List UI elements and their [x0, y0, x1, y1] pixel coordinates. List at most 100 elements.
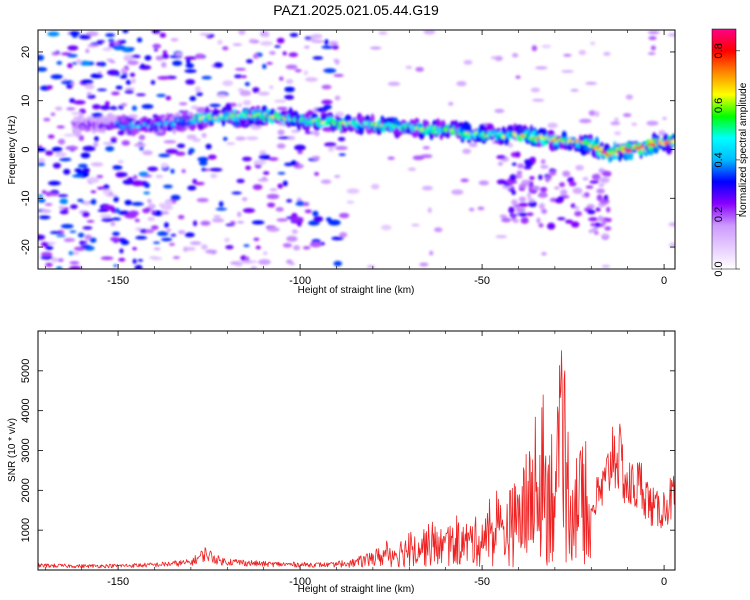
heatmap-cell [59, 198, 68, 205]
heatmap-cell [128, 210, 139, 216]
heatmap-cell [516, 170, 523, 175]
heatmap-cell [69, 261, 80, 265]
heatmap-cell [520, 217, 529, 224]
heatmap-cell [77, 198, 84, 202]
heatmap-cell [138, 134, 146, 141]
heatmap-cell [237, 102, 243, 108]
heatmap-cell [334, 59, 340, 65]
heatmap-cell [150, 80, 156, 85]
heatmap-cell [667, 33, 675, 37]
heatmap-cell [170, 38, 179, 42]
heatmap-cell [96, 174, 104, 179]
heatmap-cell [148, 256, 159, 259]
heatmap-cell [291, 229, 298, 234]
heatmap-cell [629, 150, 634, 161]
heatmap-cell [113, 264, 118, 267]
heatmap-cell [498, 161, 503, 166]
heatmap-cell [334, 145, 348, 151]
heatmap-cell [156, 231, 169, 237]
heatmap-cell [320, 241, 325, 246]
heatmap-cell [429, 250, 434, 256]
heatmap-cell [231, 191, 242, 195]
heatmap-cell [107, 38, 115, 43]
heatmap-cell [269, 85, 274, 89]
heatmap-cell [557, 217, 566, 221]
heatmap-cell [63, 238, 76, 242]
heatmap-cell [294, 69, 302, 73]
heatmap-cell [333, 74, 344, 77]
heatmap-cell [518, 183, 527, 189]
heatmap-cell [119, 248, 124, 254]
snr-y-axis-label: SNR (10 * v/v) [7, 418, 18, 482]
heatmap-cell [230, 261, 239, 265]
heatmap-cell [120, 103, 128, 107]
heatmap-cell [604, 226, 612, 231]
heatmap-cell [137, 259, 144, 262]
x-tick-label: -100 [289, 576, 311, 588]
heatmap-cell [87, 94, 96, 99]
heatmap-cell [201, 133, 207, 138]
snr-series-line [38, 350, 675, 569]
heatmap-cell [304, 209, 312, 214]
heatmap-cell [603, 51, 611, 56]
heatmap-cell [229, 220, 236, 225]
heatmap-cell [178, 230, 186, 235]
heatmap-cell [321, 99, 333, 105]
heatmap-cell [236, 178, 245, 184]
heatmap-cell [312, 56, 324, 60]
heatmap-cell [38, 194, 44, 198]
heatmap-cell [119, 75, 128, 79]
chart-title: PAZ1.2025.021.05.44.G19 [273, 2, 439, 18]
heatmap-cell [269, 108, 276, 116]
heatmap-cell [49, 231, 62, 235]
heatmap-cell [312, 210, 319, 217]
snr-plot-area [38, 331, 675, 570]
heatmap-cell [592, 226, 598, 233]
heatmap-cell [422, 146, 431, 150]
heatmap-cell [51, 146, 63, 153]
heatmap-cell [252, 87, 260, 93]
y-tick-label: -10 [20, 190, 32, 206]
heatmap-cell [38, 162, 46, 167]
heatmap-cell [234, 74, 243, 79]
heatmap-cell [325, 217, 332, 222]
heatmap-cell [304, 36, 312, 40]
heatmap-cell [554, 186, 560, 190]
heatmap-cell [462, 148, 472, 154]
heatmap-cell [526, 212, 534, 217]
heatmap-cell [511, 53, 519, 58]
heatmap-cell [328, 146, 335, 152]
heatmap-cell [165, 148, 179, 154]
heatmap-cell [538, 174, 543, 181]
heatmap-cell [96, 186, 106, 190]
y-tick-label: 5000 [20, 359, 32, 383]
heatmap-cell [541, 44, 552, 49]
heatmap-cell [57, 258, 64, 262]
heatmap-cell [77, 163, 88, 168]
heatmap-cell [155, 174, 164, 179]
y-tick-label: 3000 [20, 438, 32, 462]
heatmap-cell [662, 116, 667, 120]
heatmap-cell [124, 89, 134, 94]
heatmap-cell [518, 202, 529, 208]
heatmap-cell [338, 153, 346, 156]
heatmap-cell [45, 245, 54, 250]
heatmap-cell [268, 157, 279, 161]
heatmap-cell [282, 243, 292, 248]
heatmap-cell [224, 237, 230, 243]
heatmap-cell [117, 130, 125, 136]
heatmap-cell [527, 192, 532, 199]
heatmap-cell [105, 145, 115, 152]
heatmap-cell [303, 202, 310, 207]
heatmap-cell [122, 179, 134, 185]
heatmap-cell [242, 99, 252, 106]
heatmap-cell [82, 226, 93, 230]
heatmap-cell [161, 61, 167, 68]
heatmap-cell [259, 150, 267, 156]
heatmap-cell [515, 151, 521, 158]
heatmap-cell [161, 237, 173, 242]
heatmap-cell [246, 136, 259, 141]
heatmap-cell [131, 54, 141, 59]
heatmap-cell [68, 31, 81, 36]
